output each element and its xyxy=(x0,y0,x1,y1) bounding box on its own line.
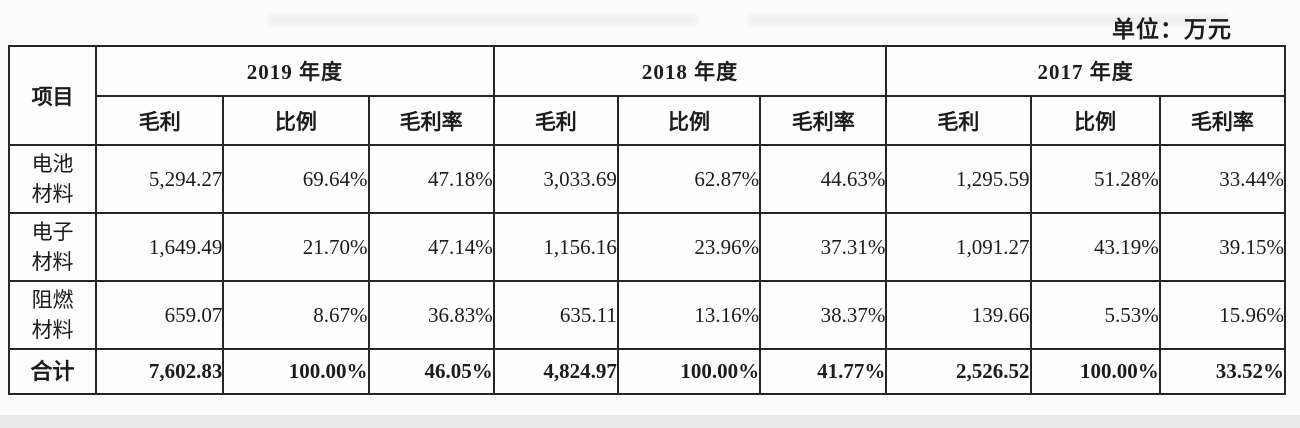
header-metric-row: 毛利 比例 毛利率 毛利 比例 毛利率 毛利 比例 毛利率 xyxy=(9,95,1287,146)
cell: 139.66 xyxy=(885,280,1032,350)
row-label: 电池 材料 xyxy=(7,144,98,214)
cell: 635.11 xyxy=(492,280,619,350)
cell: 37.31% xyxy=(759,212,888,282)
cell: 69.64% xyxy=(222,144,370,214)
column-header-year-2017: 2017 年度 xyxy=(885,45,1286,97)
cell: 62.87% xyxy=(616,144,762,214)
cell: 1,156.16 xyxy=(492,212,619,282)
cell: 38.37% xyxy=(759,280,888,350)
row-label: 合计 xyxy=(7,348,98,395)
scan-smudge xyxy=(748,15,1228,25)
cell: 15.96% xyxy=(1158,280,1287,350)
cell: 47.18% xyxy=(367,144,495,214)
cell: 3,033.69 xyxy=(492,144,619,214)
column-header-gross-profit: 毛利 xyxy=(885,95,1032,146)
column-header-proportion: 比例 xyxy=(222,95,370,146)
cell: 33.44% xyxy=(1158,144,1287,214)
cell: 21.70% xyxy=(222,212,370,282)
cell: 8.67% xyxy=(222,280,370,350)
cell: 7,602.83 xyxy=(95,348,225,395)
cell: 39.15% xyxy=(1158,212,1287,282)
cell: 100.00% xyxy=(616,348,762,395)
cell: 4,824.97 xyxy=(492,348,619,395)
bottom-scan-band xyxy=(0,415,1300,428)
table-row-flame-retardant-materials: 阻燃 材料 659.07 8.67% 36.83% 635.11 13.16% … xyxy=(7,280,1287,350)
scan-smudge xyxy=(268,15,698,25)
column-header-proportion: 比例 xyxy=(1029,95,1161,146)
column-header-margin: 毛利率 xyxy=(1158,95,1287,146)
cell: 33.52% xyxy=(1158,348,1287,395)
cell: 36.83% xyxy=(367,280,495,350)
table-row-electronic-materials: 电子 材料 1,649.49 21.70% 47.14% 1,156.16 23… xyxy=(7,212,1287,282)
cell: 46.05% xyxy=(367,348,495,395)
cell: 44.63% xyxy=(759,144,888,214)
cell: 2,526.52 xyxy=(885,348,1032,395)
cell: 1,091.27 xyxy=(885,212,1032,282)
cell: 43.19% xyxy=(1029,212,1161,282)
header-year-row: 项目 2019 年度 2018 年度 2017 年度 xyxy=(7,45,1286,146)
gross-profit-table: 项目 2019 年度 2018 年度 2017 年度 毛利 比例 毛利率 毛利 … xyxy=(7,45,1287,395)
cell: 100.00% xyxy=(222,348,370,395)
cell: 5,294.27 xyxy=(95,144,225,214)
column-header-year-2019: 2019 年度 xyxy=(95,45,495,97)
table-row-battery-materials: 电池 材料 5,294.27 69.64% 47.18% 3,033.69 62… xyxy=(7,144,1287,214)
cell: 41.77% xyxy=(759,348,888,395)
cell: 659.07 xyxy=(95,280,225,350)
cell: 51.28% xyxy=(1029,144,1161,214)
cell: 1,295.59 xyxy=(885,144,1032,214)
cell: 1,649.49 xyxy=(95,212,225,282)
cell: 5.53% xyxy=(1029,280,1161,350)
column-header-gross-profit: 毛利 xyxy=(492,95,619,146)
cell: 100.00% xyxy=(1029,348,1161,395)
cell: 13.16% xyxy=(616,280,762,350)
column-header-proportion: 比例 xyxy=(616,95,762,146)
column-header-item: 项目 xyxy=(7,45,98,146)
column-header-margin: 毛利率 xyxy=(367,95,495,146)
table-row-total: 合计 7,602.83 100.00% 46.05% 4,824.97 100.… xyxy=(7,348,1287,395)
unit-label: 单位：万元 xyxy=(1112,17,1232,42)
column-header-margin: 毛利率 xyxy=(759,95,888,146)
column-header-gross-profit: 毛利 xyxy=(95,95,225,146)
cell: 47.14% xyxy=(367,212,495,282)
row-label: 阻燃 材料 xyxy=(7,280,98,350)
row-label: 电子 材料 xyxy=(7,212,98,282)
cell: 23.96% xyxy=(616,212,762,282)
column-header-year-2018: 2018 年度 xyxy=(492,45,888,97)
